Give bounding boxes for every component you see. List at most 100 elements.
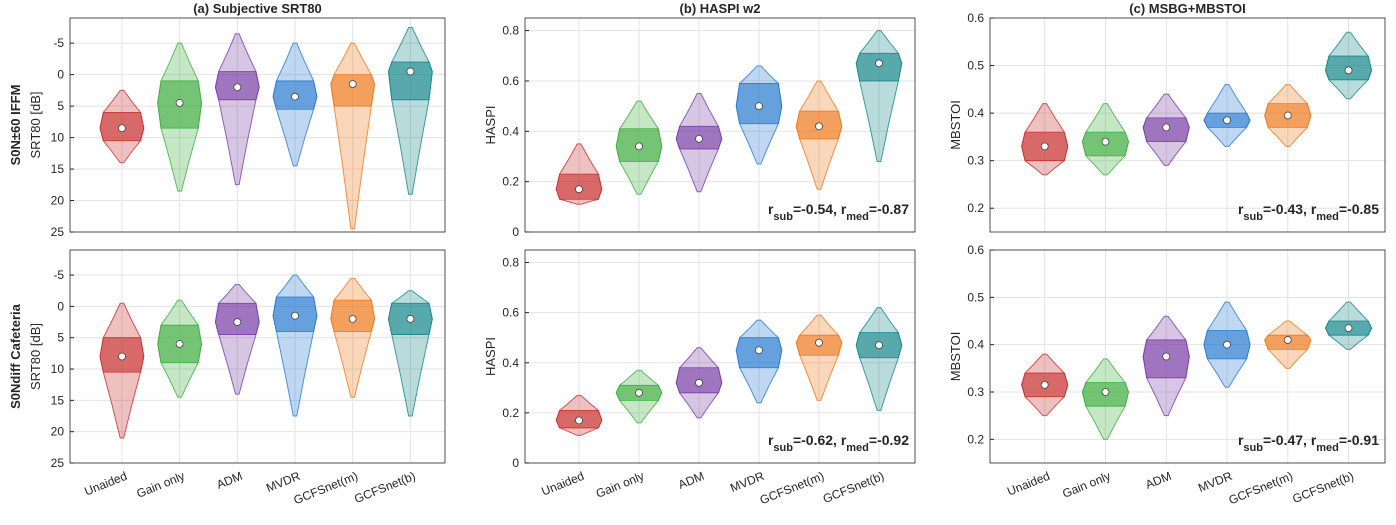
y-tick-label: 25 [51, 225, 65, 239]
median-dot [755, 346, 763, 355]
median-dot [233, 318, 242, 326]
annotation-part: =-0.54, r [793, 201, 847, 217]
median-dot [1223, 116, 1231, 125]
y-tick-label: 0.6 [967, 11, 984, 25]
axes-frame [524, 17, 916, 233]
median-dot [815, 338, 823, 347]
x-tick-label: Gain only [134, 469, 186, 501]
median-dot [1101, 137, 1110, 146]
median-dot [1040, 142, 1049, 151]
panel-title: (a) Subjective SRT80 [193, 1, 322, 16]
panel: -5 0 5 10 15 20 25 (a) Subjective SRT80 SRT80 [d… [8, 1, 446, 239]
y-tick-label: -5 [53, 36, 64, 50]
y-tick-label: 0.4 [967, 338, 984, 352]
median-dot [635, 388, 643, 397]
median-dot [635, 142, 643, 151]
y-axis-label: SRT80 [dB] [28, 92, 43, 159]
median-dot [348, 315, 357, 323]
violin-box [388, 61, 433, 101]
median-dot [1344, 324, 1353, 333]
y-tick-label: 0.4 [967, 106, 984, 120]
x-tick-label: Gain only [1060, 469, 1112, 501]
y-tick-label: 0.2 [502, 406, 519, 420]
y-axis-label: HASPI [483, 337, 498, 376]
annotation: rsub=-0.54, rmed=-0.87 [768, 201, 909, 223]
median-dot [1223, 340, 1231, 349]
y-tick-label: 0.3 [967, 385, 984, 399]
annotation-part: sub [773, 442, 793, 454]
median-dot [175, 340, 184, 348]
panel-title: (b) HASPI w2 [680, 1, 761, 16]
y-tick-label: 0.2 [967, 201, 984, 215]
violin-body [855, 30, 903, 163]
violin-body [855, 307, 903, 411]
x-tick-label: Unaided [1005, 469, 1052, 499]
median-dot [291, 92, 299, 101]
x-tick-label: GCFSnet(b) [1290, 469, 1355, 506]
y-tick-label: 0.8 [502, 256, 519, 270]
median-dot [755, 102, 763, 111]
annotation-part: =-0.62, r [793, 432, 847, 448]
violin-body [795, 314, 843, 401]
y-tick-label: 0.6 [967, 243, 984, 257]
x-tick-label: GCFSnet(b) [821, 469, 886, 506]
annotation-part: med [1316, 211, 1339, 223]
median-dot [575, 416, 583, 425]
median-dot [348, 80, 357, 88]
x-tick-label: ADM [214, 469, 244, 492]
y-tick-label: 0.2 [967, 432, 984, 446]
x-tick-label: GCFSnet(b) [352, 469, 417, 506]
annotation-part: =-0.85 [1339, 201, 1379, 217]
panel: 0.2 0.3 0.4 0.5 0.6 (c) MSBG+MBSTOI MBSTOI rsub… [948, 1, 1386, 233]
y-tick-label: 20 [51, 425, 65, 439]
median-dot [406, 67, 415, 76]
median-dot [233, 83, 242, 92]
row-label: S0N±60 IFFM [8, 85, 23, 166]
y-tick-label: 0.3 [967, 154, 984, 168]
median-dot [175, 99, 184, 107]
annotation-part: med [1316, 442, 1339, 454]
violin-body [214, 33, 260, 186]
median-dot [815, 122, 823, 131]
x-tick-label: GCFSnet(m) [292, 469, 360, 507]
annotation-part: =-0.87 [869, 201, 909, 217]
median-dot [118, 352, 126, 361]
x-tick-label: GCFSnet(m) [1227, 469, 1295, 507]
y-tick-label: 20 [51, 194, 65, 208]
y-tick-label: 15 [51, 393, 65, 407]
axes-frame [989, 249, 1386, 464]
annotation-part: =-0.47, r [1263, 432, 1317, 448]
annotation-part: r [1238, 432, 1244, 448]
y-tick-label: 0.6 [502, 306, 519, 320]
violin-body [330, 277, 376, 398]
x-tick-label: Unaided [539, 469, 586, 499]
annotation: rsub=-0.47, rmed=-0.91 [1238, 432, 1379, 454]
annotation-part: sub [773, 211, 793, 223]
median-dot [1162, 123, 1171, 132]
annotation: rsub=-0.43, rmed=-0.85 [1238, 201, 1379, 223]
median-dot [1283, 336, 1292, 344]
x-tick-label: MVDR [1196, 469, 1234, 495]
x-tick-label: ADM [676, 469, 706, 492]
median-dot [118, 124, 126, 133]
median-dot [291, 311, 299, 320]
violin-body [272, 274, 318, 417]
median-dot [875, 59, 883, 68]
x-tick-label: GCFSnet(m) [758, 469, 826, 507]
y-tick-label: 10 [51, 131, 65, 145]
median-dot [1344, 66, 1353, 75]
panel: 0 0.2 0.4 0.6 0.8 HASPI Unaided Gain only ADM MVD… [483, 249, 916, 507]
panel-title: (c) MSBG+MBSTOI [1129, 1, 1245, 16]
y-tick-label: 0.4 [502, 124, 519, 138]
y-tick-label: 0.5 [967, 59, 984, 73]
y-tick-label: 0.6 [502, 74, 519, 88]
annotation-part: r [768, 432, 774, 448]
panel: 0 0.2 0.4 0.6 0.8 (b) HASPI w2 HASPI rsub=-0.54… [483, 1, 916, 239]
x-tick-label: MVDR [264, 469, 302, 495]
y-tick-label: 0 [57, 68, 64, 82]
annotation-part: sub [1243, 442, 1263, 454]
y-tick-label: 25 [51, 456, 65, 470]
annotation-part: =-0.91 [1339, 432, 1379, 448]
panel: -5 0 5 10 15 20 25 SRT80 [dB] S0Ndiff Cafeteria U… [8, 249, 446, 507]
